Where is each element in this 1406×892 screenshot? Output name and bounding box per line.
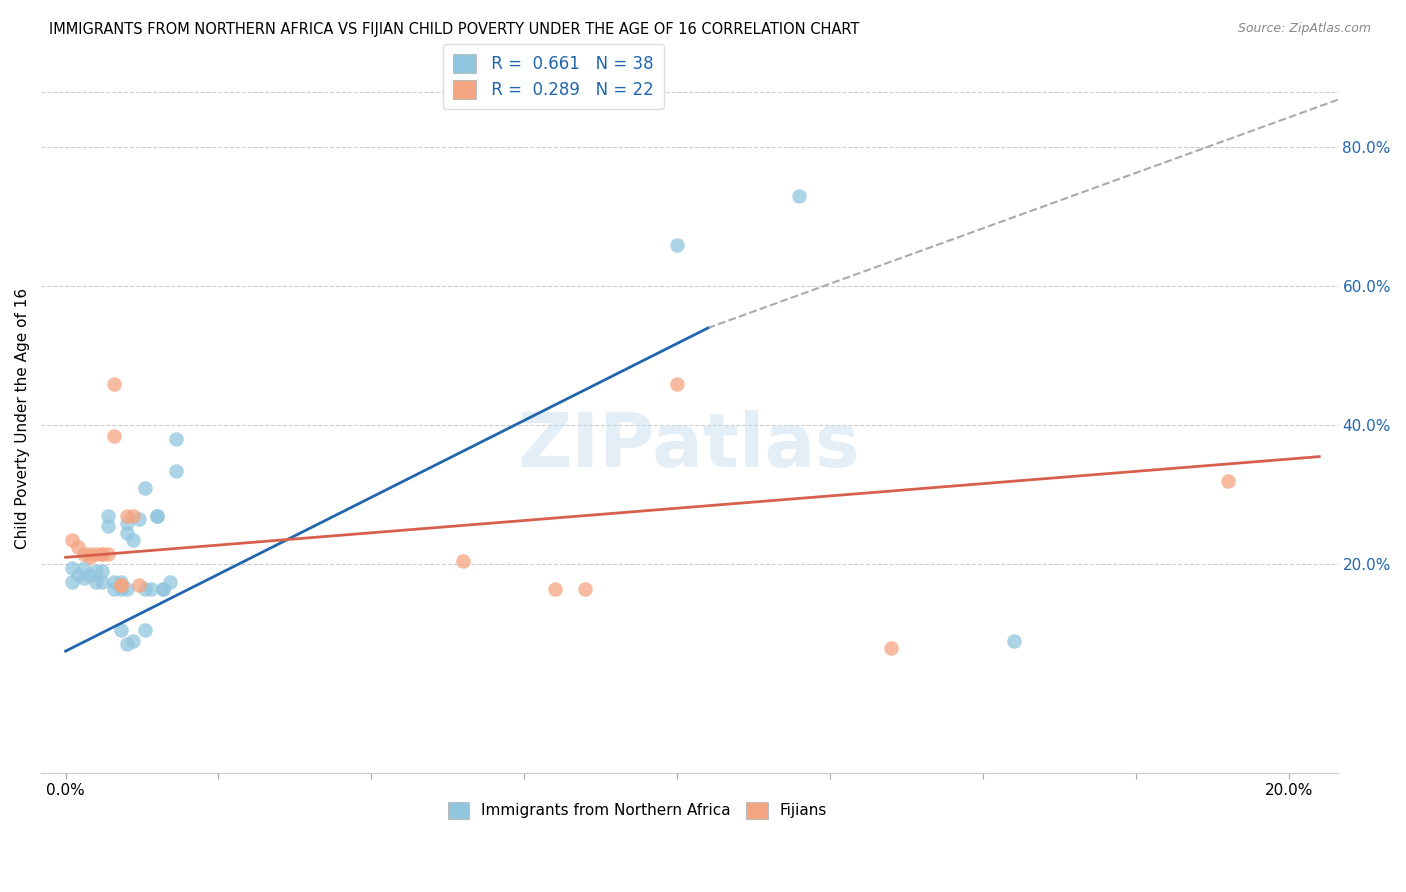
Point <box>84 564 107 578</box>
Point <box>152 582 174 596</box>
Point <box>121 508 143 523</box>
Point <box>115 582 138 596</box>
Point <box>110 582 132 596</box>
Point <box>79 547 101 561</box>
Point <box>121 633 143 648</box>
Point <box>165 432 187 446</box>
Point <box>103 574 125 589</box>
Point <box>79 550 101 565</box>
Point <box>60 533 83 547</box>
Point <box>880 640 903 655</box>
Point <box>110 574 132 589</box>
Point <box>134 481 156 495</box>
Point <box>73 561 96 575</box>
Point <box>789 189 811 203</box>
Point <box>134 582 156 596</box>
Point <box>84 547 107 561</box>
Point <box>97 547 120 561</box>
Legend: Immigrants from Northern Africa, Fijians: Immigrants from Northern Africa, Fijians <box>441 796 834 825</box>
Point <box>121 533 143 547</box>
Point <box>91 564 114 578</box>
Point <box>128 578 150 592</box>
Point <box>146 508 169 523</box>
Point <box>103 376 125 391</box>
Point <box>451 554 474 568</box>
Point <box>91 574 114 589</box>
Point <box>84 574 107 589</box>
Text: IMMIGRANTS FROM NORTHERN AFRICA VS FIJIAN CHILD POVERTY UNDER THE AGE OF 16 CORR: IMMIGRANTS FROM NORTHERN AFRICA VS FIJIA… <box>49 22 859 37</box>
Point <box>165 463 187 477</box>
Point <box>146 508 169 523</box>
Point <box>91 547 114 561</box>
Text: Source: ZipAtlas.com: Source: ZipAtlas.com <box>1237 22 1371 36</box>
Point <box>103 429 125 443</box>
Y-axis label: Child Poverty Under the Age of 16: Child Poverty Under the Age of 16 <box>15 288 30 549</box>
Point <box>1002 633 1025 648</box>
Point <box>73 571 96 585</box>
Point <box>115 637 138 651</box>
Point <box>666 376 689 391</box>
Point <box>115 526 138 541</box>
Point <box>574 582 596 596</box>
Point <box>91 547 114 561</box>
Point <box>115 516 138 530</box>
Point <box>128 512 150 526</box>
Point <box>141 582 163 596</box>
Point <box>110 578 132 592</box>
Point <box>1216 474 1239 488</box>
Point <box>60 561 83 575</box>
Point <box>544 582 567 596</box>
Point <box>66 567 89 582</box>
Point <box>60 574 83 589</box>
Point <box>103 582 125 596</box>
Point <box>159 574 181 589</box>
Point <box>73 547 96 561</box>
Point <box>97 508 120 523</box>
Point <box>134 624 156 638</box>
Point <box>110 578 132 592</box>
Point <box>115 508 138 523</box>
Point <box>666 237 689 252</box>
Point <box>110 624 132 638</box>
Point <box>152 582 174 596</box>
Point <box>79 567 101 582</box>
Point <box>97 519 120 533</box>
Text: ZIPatlas: ZIPatlas <box>517 410 860 483</box>
Point <box>66 540 89 554</box>
